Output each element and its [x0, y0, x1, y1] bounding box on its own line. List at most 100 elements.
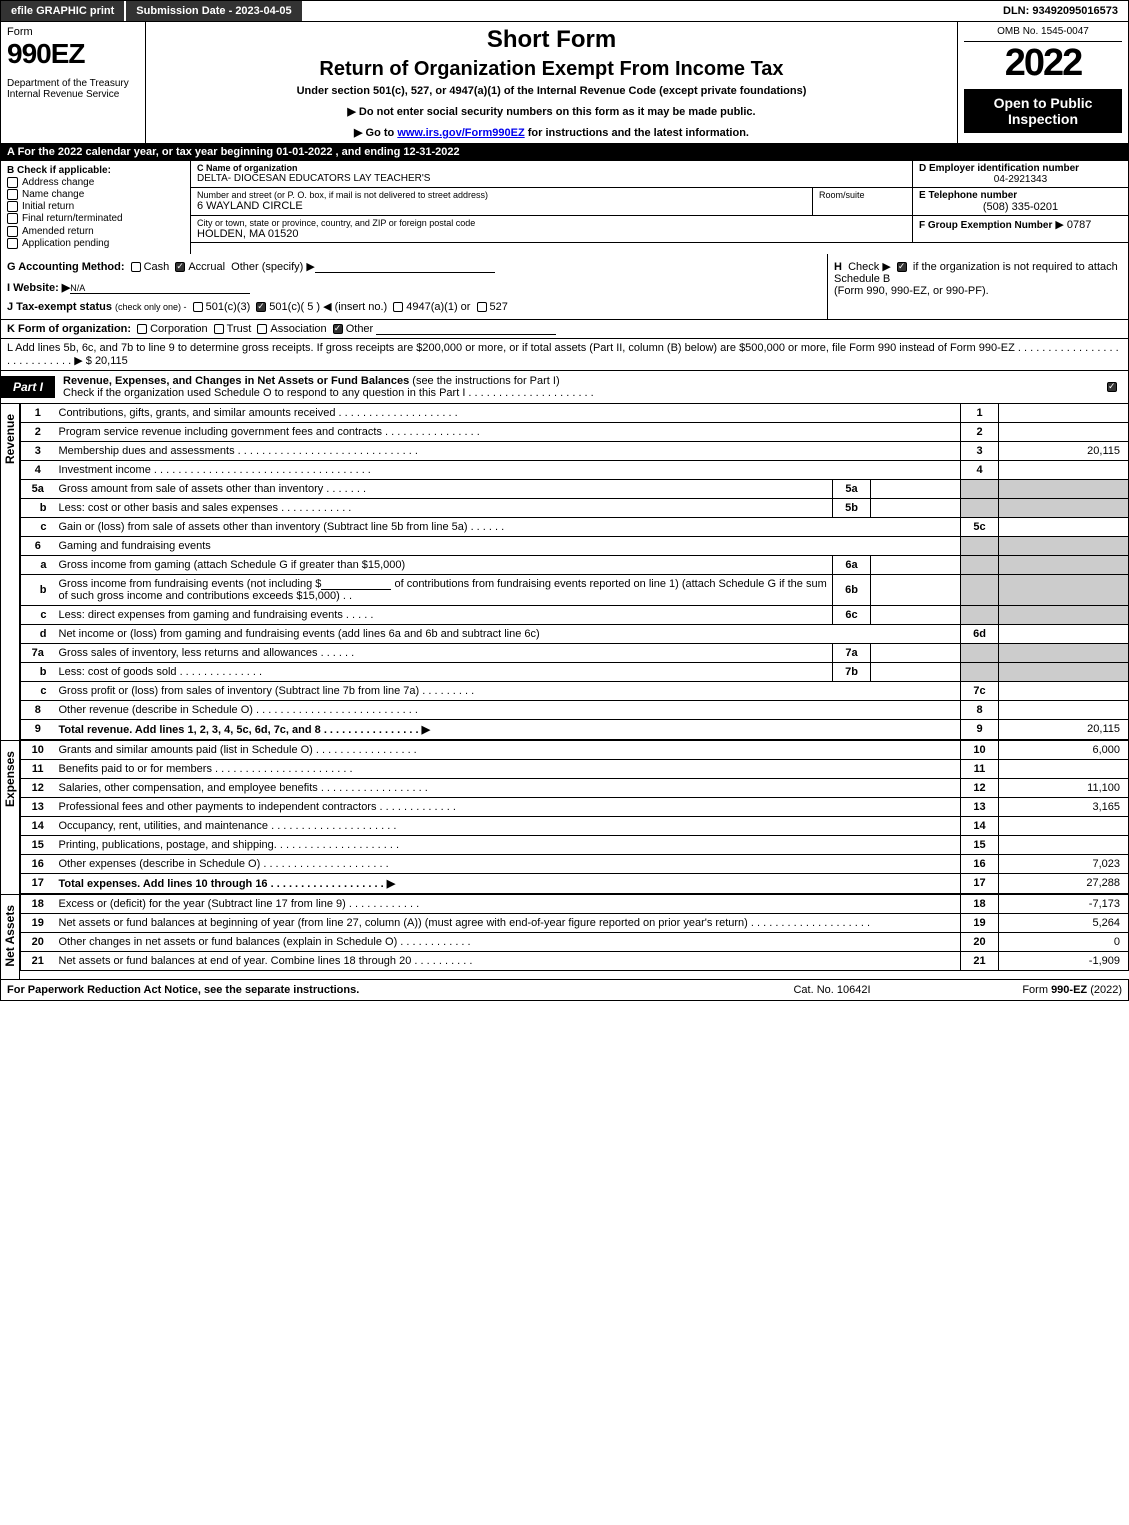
rn-8: 8: [961, 700, 999, 719]
ln-6d: d: [21, 624, 55, 643]
b-label: B Check if applicable:: [7, 165, 111, 176]
row-c-d: C Name of organization DELTA- DIOCESAN E…: [191, 161, 1128, 188]
j-527: 527: [490, 301, 508, 313]
chk-accrual[interactable]: [175, 262, 185, 272]
chk-501c[interactable]: [256, 302, 266, 312]
desc-1: Contributions, gifts, grants, and simila…: [55, 404, 961, 423]
desc-5b: Less: cost or other basis and sales expe…: [55, 498, 833, 517]
ln-6b: b: [21, 574, 55, 605]
line-j: J Tax-exempt status (check only one) - 5…: [7, 300, 821, 313]
instr-ssn: ▶ Do not enter social security numbers o…: [154, 105, 949, 118]
desc-4: Investment income . . . . . . . . . . . …: [55, 460, 961, 479]
rv-5a-blank: [999, 479, 1129, 498]
rv-6b-blank: [999, 574, 1129, 605]
tax-year: 2022: [964, 42, 1122, 85]
ln-5c: c: [21, 517, 55, 536]
rv-21: -1,909: [999, 951, 1129, 970]
row-18: 18Excess or (deficit) for the year (Subt…: [21, 895, 1129, 914]
ln-6c: c: [21, 605, 55, 624]
chk-527[interactable]: [477, 302, 487, 312]
part-i-instr: (see the instructions for Part I): [412, 375, 559, 387]
header-left: Form 990EZ Department of the Treasury In…: [1, 22, 146, 143]
e-label: E Telephone number: [919, 190, 1122, 201]
chk-cash[interactable]: [131, 262, 141, 272]
row-12: 12Salaries, other compensation, and empl…: [21, 778, 1129, 797]
header-right: OMB No. 1545-0047 2022 Open to Public In…: [958, 22, 1128, 143]
ln-2: 2: [21, 422, 55, 441]
rn-4: 4: [961, 460, 999, 479]
block-b-to-f: B Check if applicable: Address change Na…: [0, 161, 1129, 254]
j-c: 501(c)( 5 ) ◀ (insert no.): [269, 301, 387, 313]
i-label: I Website: ▶: [7, 282, 70, 294]
rn-5b-blank: [961, 498, 999, 517]
rv-3: 20,115: [999, 441, 1129, 460]
part-i-title: Revenue, Expenses, and Changes in Net As…: [55, 371, 1096, 403]
rv-17: 27,288: [999, 873, 1129, 893]
ln-5a: 5a: [21, 479, 55, 498]
desc-12: Salaries, other compensation, and employ…: [55, 778, 961, 797]
k-other-input[interactable]: [376, 334, 556, 335]
desc-7b: Less: cost of goods sold . . . . . . . .…: [55, 662, 833, 681]
rv-15: [999, 835, 1129, 854]
rn-16: 16: [961, 854, 999, 873]
line-g: G Accounting Method: Cash Accrual Other …: [7, 260, 821, 273]
irs-link[interactable]: www.irs.gov/Form990EZ: [397, 127, 524, 139]
ln-18: 18: [21, 895, 55, 914]
open-to-public: Open to Public Inspection: [964, 89, 1122, 133]
rn-1: 1: [961, 404, 999, 423]
ln-7c: c: [21, 681, 55, 700]
gh-left: G Accounting Method: Cash Accrual Other …: [1, 254, 828, 319]
rn-5a-blank: [961, 479, 999, 498]
rn-10: 10: [961, 741, 999, 760]
desc-15: Printing, publications, postage, and shi…: [55, 835, 961, 854]
rv-14: [999, 816, 1129, 835]
k-corp: Corporation: [150, 323, 207, 335]
chk-4947[interactable]: [393, 302, 403, 312]
rn-6b-blank: [961, 574, 999, 605]
g-accrual: Accrual: [188, 261, 225, 273]
c-label: C Name of organization: [197, 163, 906, 173]
chk-application-pending[interactable]: Application pending: [7, 238, 184, 249]
mv-6c: [871, 605, 961, 624]
rv-16: 7,023: [999, 854, 1129, 873]
chk-final-return[interactable]: Final return/terminated: [7, 213, 184, 224]
chk-amended-return[interactable]: Amended return: [7, 226, 184, 237]
addr-label: Number and street (or P. O. box, if mail…: [197, 190, 806, 200]
g-label: G Accounting Method:: [7, 261, 125, 273]
chk-501c3[interactable]: [193, 302, 203, 312]
chk-address-change[interactable]: Address change: [7, 177, 184, 188]
e-value: (508) 335-0201: [919, 201, 1122, 213]
h-text1: Check ▶: [848, 261, 891, 273]
ln-6: 6: [21, 536, 55, 555]
j-a: 4947(a)(1) or: [406, 301, 470, 313]
form-number: 990EZ: [7, 38, 139, 70]
rn-18: 18: [961, 895, 999, 914]
f-label: F Group Exemption Number: [919, 220, 1052, 231]
desc-14: Occupancy, rent, utilities, and maintena…: [55, 816, 961, 835]
line-i: I Website: ▶N/A: [7, 281, 821, 294]
ln-4: 4: [21, 460, 55, 479]
instr-goto: ▶ Go to www.irs.gov/Form990EZ for instru…: [154, 126, 949, 139]
chk-name-change[interactable]: Name change: [7, 189, 184, 200]
ln-13: 13: [21, 797, 55, 816]
efile-print-button[interactable]: efile GRAPHIC print: [1, 1, 126, 21]
row-5b: bLess: cost or other basis and sales exp…: [21, 498, 1129, 517]
chk-h[interactable]: [897, 262, 907, 272]
rn-7b-blank: [961, 662, 999, 681]
rn-19: 19: [961, 913, 999, 932]
rn-2: 2: [961, 422, 999, 441]
chk-trust[interactable]: [214, 324, 224, 334]
g-other-input[interactable]: [315, 272, 495, 273]
rv-4: [999, 460, 1129, 479]
dept-label: Department of the Treasury Internal Reve…: [7, 78, 139, 100]
e-phone-cell: E Telephone number (508) 335-0201: [913, 188, 1128, 215]
rv-6a-blank: [999, 555, 1129, 574]
chk-initial-return[interactable]: Initial return: [7, 201, 184, 212]
chk-corp[interactable]: [137, 324, 147, 334]
chk-other[interactable]: [333, 324, 343, 334]
part-i-checkbox[interactable]: [1096, 377, 1128, 397]
chk-assoc[interactable]: [257, 324, 267, 334]
rv-11: [999, 759, 1129, 778]
c-value: DELTA- DIOCESAN EDUCATORS LAY TEACHER'S: [197, 173, 906, 184]
j-c3: 501(c)(3): [206, 301, 251, 313]
